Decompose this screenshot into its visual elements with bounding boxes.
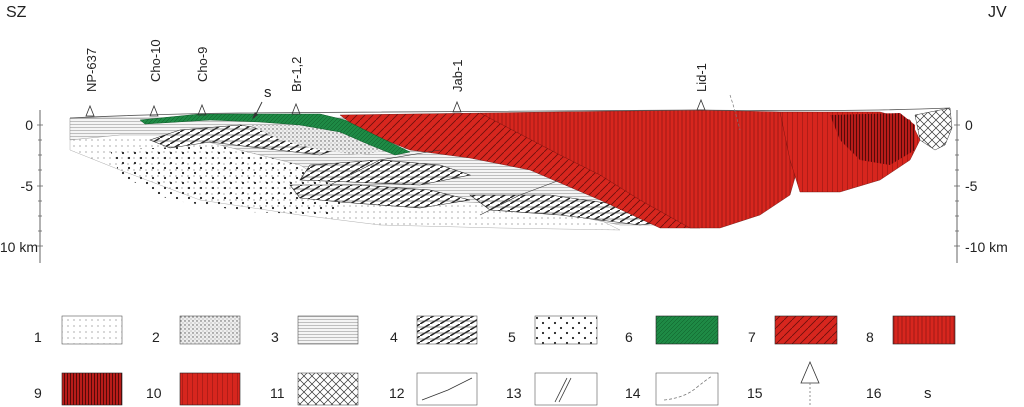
section-body (69, 94, 953, 231)
legend-num-14: 14 (625, 385, 641, 401)
legend-num-2: 2 (152, 329, 160, 345)
borehole-label-jab1: Jab-1 (450, 59, 465, 92)
dashed-curve-a (729, 94, 741, 131)
unit-crosshatch (914, 107, 953, 151)
legend-swatch-14 (655, 372, 719, 406)
header-left: SZ (6, 4, 27, 21)
legend-swatch-13 (534, 372, 598, 406)
borehole-label-cho10: Cho-10 (148, 39, 163, 82)
left-tick-10: -10 km (0, 239, 38, 255)
legend-num-12: 12 (389, 385, 405, 401)
left-depth-axis: 0 -5 -10 km (0, 110, 43, 263)
legend-num-8: 8 (866, 329, 874, 345)
legend-num-16: 16 (866, 385, 882, 401)
left-tick-0: 0 (25, 117, 33, 133)
legend-swatch-10 (179, 372, 241, 406)
legend-swatch-5 (534, 315, 598, 345)
legend-num-7: 7 (748, 329, 756, 345)
legend-swatch-1 (61, 315, 123, 345)
legend-num-1: 1 (34, 329, 42, 345)
borehole-np637: NP-637 (84, 48, 99, 117)
borehole-jab1: Jab-1 (450, 59, 465, 113)
legend-swatch-6 (655, 315, 719, 345)
borehole-br12: Br-1,2 (289, 57, 304, 115)
legend-swatch-15-borehole-icon (800, 360, 820, 405)
legend-num-4: 4 (390, 329, 398, 345)
legend-num-10: 10 (146, 385, 162, 401)
borehole-label-lid1: Lid-1 (694, 63, 709, 92)
right-tick-10: -10 km (965, 239, 1008, 255)
unit-dark-red-vertical (830, 113, 915, 165)
legend-num-6: 6 (625, 329, 633, 345)
borehole-cho10: Cho-10 (148, 39, 163, 117)
legend-num-9: 9 (34, 385, 42, 401)
legend-num-13: 13 (506, 385, 522, 401)
legend-swatch-4 (416, 315, 478, 345)
fault-line-a (329, 149, 441, 186)
legend: 1 2 3 4 5 6 7 8 9 10 11 12 13 14 (34, 315, 956, 406)
legend-num-5: 5 (508, 329, 516, 345)
borehole-cho9: Cho-9 (195, 47, 210, 116)
legend-swatch-12 (416, 372, 478, 406)
right-tick-5: -5 (965, 178, 978, 194)
borehole-label-cho9: Cho-9 (195, 47, 210, 82)
boreholes: NP-637 Cho-10 Cho-9 Br-1,2 Jab-1 Lid-1 (84, 39, 709, 117)
unit-dense-dots (250, 125, 390, 155)
legend-swatch-7 (774, 315, 838, 345)
section-marker-s: s (252, 84, 272, 119)
right-depth-axis: 0 -5 -10 km (954, 110, 1008, 263)
right-tick-0: 0 (965, 117, 973, 133)
borehole-lid1: Lid-1 (694, 63, 709, 111)
unit-hatched-blocks-c (289, 184, 471, 209)
legend-num-3: 3 (271, 329, 279, 345)
legend-swatch-3 (297, 315, 359, 345)
legend-swatch-2 (179, 315, 241, 345)
left-tick-5: -5 (21, 178, 34, 194)
borehole-label-np637: NP-637 (84, 48, 99, 92)
legend-swatch-8 (892, 315, 956, 345)
header-right: JV (988, 4, 1007, 21)
legend-num-11: 11 (270, 385, 285, 401)
marker-s-label: s (264, 84, 272, 101)
legend-swatch-16-text: s (924, 385, 932, 402)
fault-line-b (479, 179, 561, 216)
legend-swatch-11 (297, 372, 359, 406)
legend-swatch-9 (61, 372, 123, 406)
unit-green (139, 113, 411, 156)
borehole-label-br12: Br-1,2 (289, 57, 304, 92)
legend-num-15: 15 (747, 385, 763, 401)
